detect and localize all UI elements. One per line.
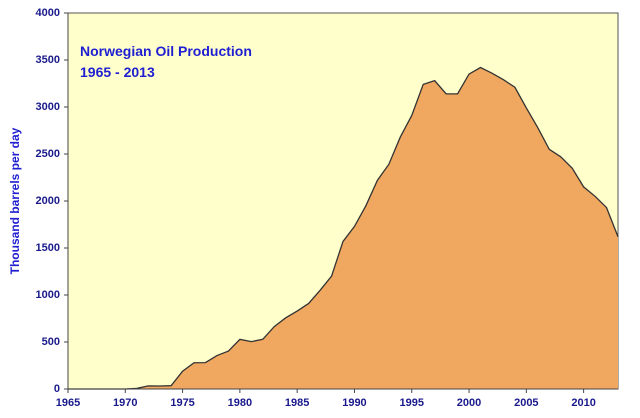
x-tick-label: 1970 <box>113 397 137 409</box>
x-tick-label: 2000 <box>457 397 481 409</box>
y-tick-label: 2500 <box>36 148 60 160</box>
y-tick-label: 3000 <box>36 101 60 113</box>
area-fill <box>68 67 618 390</box>
x-tick-label: 1965 <box>56 397 80 409</box>
y-tick-label: 500 <box>42 336 60 348</box>
x-tick-label: 2005 <box>514 397 538 409</box>
y-tick-label: 1500 <box>36 242 60 254</box>
area-line <box>68 66 619 390</box>
y-tick-label: 4000 <box>36 7 60 19</box>
y-tick-label: 1000 <box>36 289 60 301</box>
x-tick-label: 1975 <box>170 397 194 409</box>
y-tick-labels: 0 500 1000 1500 2000 2500 3000 3500 4000 <box>36 7 68 395</box>
y-axis-label: Thousand barrels per day <box>8 127 22 274</box>
y-tick-label: 3500 <box>36 54 60 66</box>
chart-subtitle: 1965 - 2013 <box>80 64 155 80</box>
y-tick-label: 0 <box>54 383 60 395</box>
x-tick-label: 1980 <box>228 397 252 409</box>
x-tick-label: 1995 <box>400 397 424 409</box>
area-series <box>68 66 619 390</box>
chart-title: Norwegian Oil Production <box>80 43 252 59</box>
y-tick-label: 2000 <box>36 195 60 207</box>
x-tick-label: 1985 <box>285 397 309 409</box>
x-tick-label: 2010 <box>571 397 595 409</box>
x-tick-label: 1990 <box>342 397 366 409</box>
x-tick-labels: 1965 1970 1975 1980 1985 1990 1995 2000 2005 2010 <box>56 389 596 409</box>
